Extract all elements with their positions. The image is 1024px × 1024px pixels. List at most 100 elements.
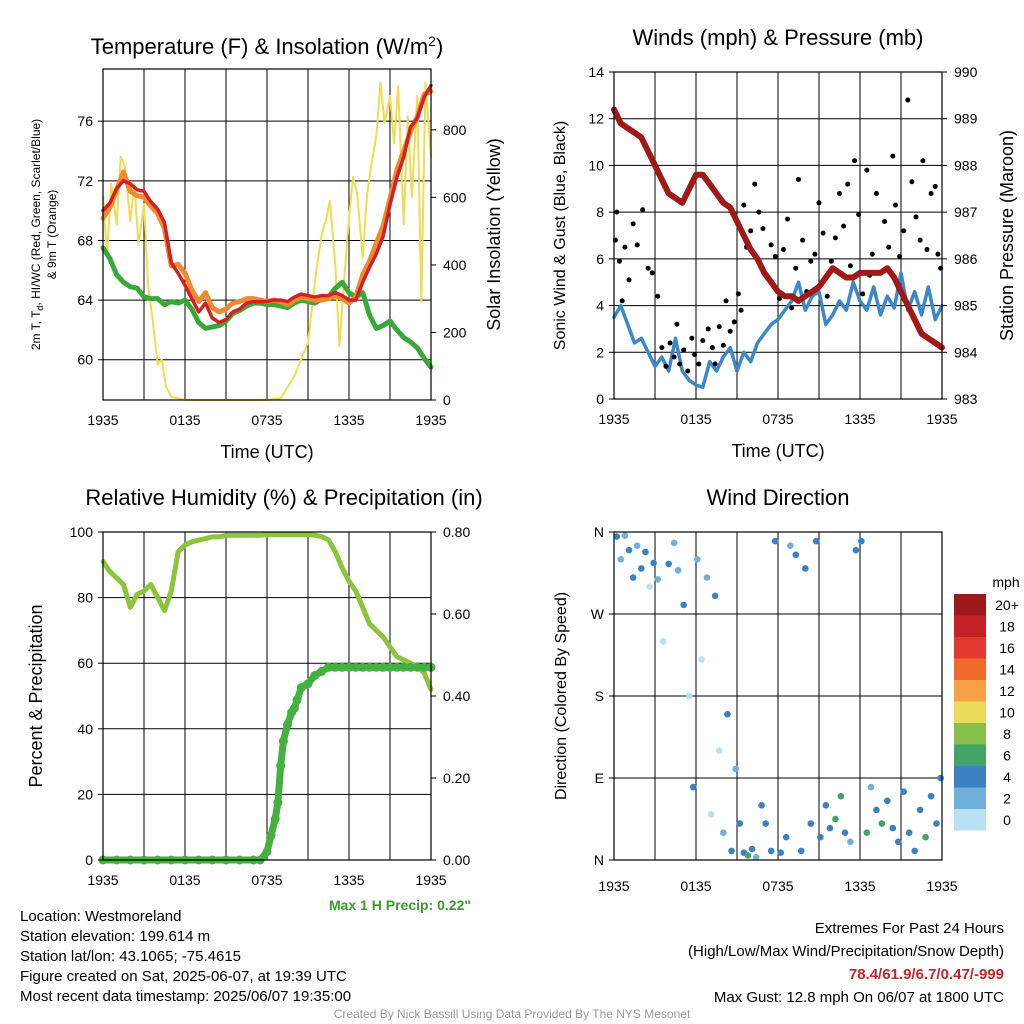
- gust-point: [897, 254, 903, 260]
- gust-point: [640, 207, 646, 213]
- y-axis-label-left: Percent & Precipitation: [26, 604, 46, 787]
- legend-color-box: [954, 766, 986, 788]
- gust-point: [785, 216, 791, 222]
- max-precip-annotation: Max 1 H Precip: 0.22": [329, 897, 471, 913]
- gust-point: [924, 247, 930, 253]
- y-tick-label-left: 68: [77, 232, 93, 248]
- x-tick-label: 1935: [415, 872, 446, 888]
- y-tick-label-right: 0.60: [443, 606, 470, 622]
- precipitation-point: [296, 683, 306, 693]
- legend-color-box: [954, 658, 986, 680]
- series-line-2m-temperature: [101, 83, 433, 325]
- wind-direction-point: [638, 565, 645, 572]
- wind-direction-point: [782, 833, 790, 841]
- wind-direction-point: [858, 537, 865, 545]
- series-line-station-pressure: [611, 106, 945, 351]
- wind-direction-point: [629, 574, 637, 581]
- gust-point: [616, 258, 622, 264]
- wind-direction-point: [933, 820, 940, 827]
- legend-color-box: [954, 680, 986, 702]
- x-tick-label: 1935: [598, 411, 629, 427]
- wind-direction-point: [698, 656, 705, 663]
- wind-direction-point: [720, 829, 727, 836]
- max-gust-text: Max Gust: 12.8 mph On 06/07 at 1800 UTC: [713, 989, 1004, 1006]
- gust-point: [812, 251, 818, 257]
- credit-text: Created By Nick Bassill Using Data Provi…: [333, 1007, 691, 1021]
- legend-label: 2: [1003, 791, 1011, 807]
- y-tick-label-right: 988: [954, 157, 978, 173]
- y-tick-label-left: 72: [77, 173, 93, 189]
- legend-color-box: [954, 594, 986, 616]
- gust-point: [856, 211, 862, 217]
- gust-point: [776, 296, 782, 302]
- latlon-text: Station lat/lon: 43.1065; -75.4615: [20, 948, 242, 965]
- gust-point: [716, 324, 722, 330]
- x-tick-label: 0135: [680, 878, 711, 894]
- location-text: Location: Westmoreland: [20, 908, 182, 925]
- gust-point: [800, 237, 806, 243]
- gust-point: [789, 305, 795, 311]
- gust-point: [674, 321, 680, 327]
- y-tick-label-left: 0: [85, 852, 93, 868]
- y-tick-label-left: W: [591, 606, 605, 622]
- precipitation-point: [283, 720, 292, 730]
- precipitation-point: [358, 662, 368, 672]
- legend-label: 8: [1003, 726, 1011, 742]
- plot-border: [613, 531, 943, 861]
- wind-direction-point: [715, 747, 723, 754]
- gust-point: [720, 342, 726, 348]
- x-tick-label: 0735: [251, 412, 282, 428]
- elevation-text: Station elevation: 199.614 m: [20, 928, 211, 945]
- wind-direction-point: [777, 849, 785, 857]
- y-axis-label-right: Station Pressure (Maroon): [997, 130, 1017, 341]
- y-tick-label-left: 60: [77, 352, 93, 368]
- gust-point: [780, 247, 786, 253]
- gust-point: [920, 158, 926, 164]
- precipitation-point: [310, 671, 320, 680]
- precipitation-point: [330, 662, 340, 672]
- y-axis-label-left-line2: & 9m T (Orange): [45, 190, 59, 280]
- legend-color-box: [954, 723, 986, 745]
- gust-point: [917, 237, 923, 243]
- gust-point: [634, 242, 640, 248]
- gust-point: [748, 228, 754, 234]
- gust-point: [667, 340, 673, 346]
- precipitation-point: [406, 662, 415, 672]
- legend-label: 14: [999, 662, 1015, 678]
- precipitation-point: [344, 662, 354, 672]
- wind-direction-point: [654, 576, 662, 583]
- y-tick-label-right: 983: [954, 391, 978, 407]
- precipitation-point: [365, 662, 374, 672]
- gust-point: [869, 251, 875, 257]
- wind-direction-point: [703, 574, 711, 581]
- precipitation-point: [419, 662, 429, 672]
- legend-label: 12: [999, 683, 1015, 699]
- wind-direction-point: [905, 829, 913, 836]
- y-tick-label-right: 0.40: [443, 688, 470, 704]
- gust-point: [626, 277, 632, 283]
- y-label-subscript: d: [35, 306, 45, 311]
- wind-direction-point: [797, 847, 805, 855]
- precipitation-point: [262, 847, 272, 857]
- wind-direction-point: [807, 820, 815, 827]
- wind-direction-point: [771, 537, 779, 545]
- legend-label: 18: [999, 619, 1015, 635]
- gust-point: [935, 251, 941, 257]
- wind-direction-point: [613, 533, 621, 540]
- x-tick-label: 1935: [926, 411, 957, 427]
- wind-direction-point: [752, 853, 760, 861]
- wind-direction-point: [832, 815, 839, 823]
- y-tick-label-left: E: [595, 770, 604, 786]
- gust-point: [890, 153, 896, 159]
- y-tick-label-left: 8: [596, 204, 604, 220]
- series-line-sonic-wind: [612, 271, 944, 390]
- y-label-part: 2m T, T: [29, 310, 43, 350]
- x-tick-label: 1335: [333, 872, 364, 888]
- plot-border: [613, 71, 943, 400]
- y-tick-label-left: 40: [77, 721, 93, 737]
- wind-direction-point: [863, 829, 871, 836]
- extremes-title: Extremes For Past 24 Hours: [814, 920, 1004, 937]
- wind-direction-point: [670, 539, 678, 547]
- precipitation-point: [378, 662, 388, 672]
